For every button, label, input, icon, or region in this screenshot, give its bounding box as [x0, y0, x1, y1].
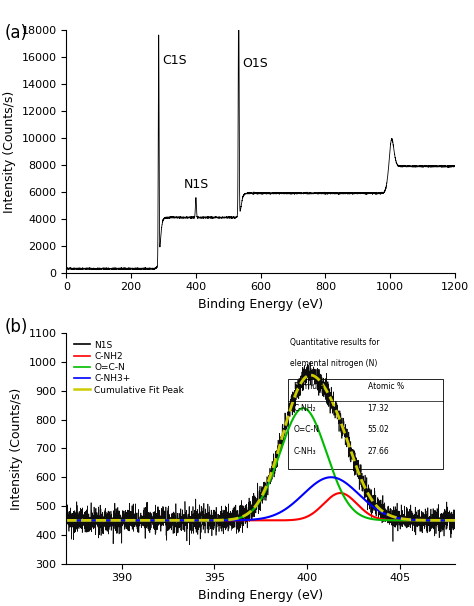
Text: 55.02: 55.02: [367, 425, 389, 435]
Text: O1S: O1S: [242, 56, 268, 70]
Text: O=C-N: O=C-N: [294, 425, 320, 435]
Text: C1S: C1S: [162, 54, 187, 67]
Bar: [288, 379, 443, 469]
Text: elemental nitrogen (N): elemental nitrogen (N): [290, 359, 377, 368]
Text: Atomic %: Atomic %: [367, 382, 404, 391]
Text: Formula: Formula: [294, 382, 325, 391]
X-axis label: Binding Energy (eV): Binding Energy (eV): [198, 589, 323, 602]
Legend: N1S, C-NH2, O=C-N, C-NH3+, Cumulative Fit Peak: N1S, C-NH2, O=C-N, C-NH3+, Cumulative Fi…: [71, 338, 187, 398]
Text: C-NH₂: C-NH₂: [294, 404, 316, 413]
Text: 17.32: 17.32: [367, 404, 389, 413]
Text: (b): (b): [5, 318, 28, 336]
Text: Quantitative results for: Quantitative results for: [290, 338, 379, 347]
X-axis label: Binding Energy (eV): Binding Energy (eV): [198, 298, 323, 311]
Text: (a): (a): [5, 24, 28, 42]
Text: C-NH₃: C-NH₃: [294, 447, 316, 456]
Text: N1S: N1S: [183, 178, 209, 191]
Y-axis label: Intensity (Counts/s): Intensity (Counts/s): [10, 387, 23, 510]
Y-axis label: Intensity (Counts/s): Intensity (Counts/s): [3, 90, 16, 213]
Text: 27.66: 27.66: [367, 447, 389, 456]
